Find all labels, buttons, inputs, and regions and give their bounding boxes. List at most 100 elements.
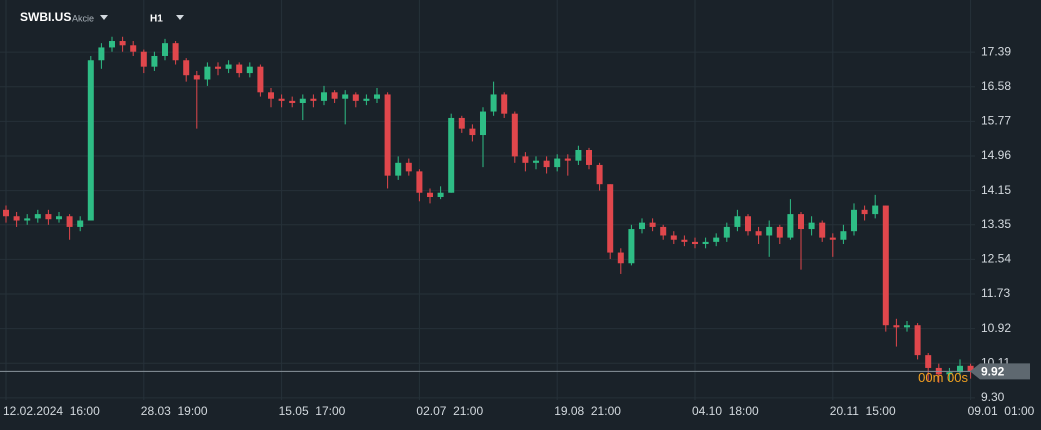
candle-body [522, 156, 529, 163]
y-tick-label: 15.77 [981, 114, 1011, 128]
candle-body [511, 113, 518, 157]
candle-body [257, 66, 264, 93]
candle-body [427, 192, 433, 198]
timeframe[interactable]: H1 [150, 14, 163, 25]
symbol[interactable]: SWBI.US [20, 10, 71, 24]
y-tick-label: 16.58 [981, 79, 1011, 93]
candle-body [246, 66, 253, 74]
candle-body [109, 41, 115, 48]
candle-body [681, 239, 688, 242]
candle-body [204, 66, 211, 80]
candle-body [310, 98, 317, 101]
candle-body [34, 214, 41, 219]
candle-body [66, 216, 73, 227]
asset-class: Akcie [72, 13, 94, 23]
candle-body [172, 43, 179, 61]
candle-body [957, 365, 963, 373]
candle-body [596, 164, 603, 185]
candle-body [13, 216, 20, 221]
candle-body [893, 325, 900, 328]
x-tick-label: 20.11 15:00 [830, 404, 896, 418]
candle-body [776, 226, 783, 238]
candle-body [405, 162, 412, 172]
candle-body [45, 214, 52, 220]
candle-body [946, 372, 953, 375]
candle-body [798, 214, 804, 230]
y-tick-label: 17.39 [981, 44, 1011, 58]
candle-body [225, 64, 232, 69]
x-tick-label: 04.10 18:00 [692, 404, 759, 418]
y-tick-label: 14.15 [981, 183, 1011, 197]
candle-body [660, 226, 667, 236]
candle-body [416, 171, 423, 193]
candle-body [586, 150, 592, 165]
candle-body [278, 98, 285, 101]
candle-body [268, 92, 274, 99]
candle-body [734, 216, 741, 227]
candle-body [533, 160, 539, 163]
candle-body [501, 94, 508, 114]
candle-body [119, 41, 126, 46]
y-tick-label: 9.30 [981, 390, 1005, 404]
y-tick-label: 14.96 [981, 148, 1011, 162]
candle-body [639, 222, 645, 230]
y-tick-label: 12.54 [981, 252, 1011, 266]
candle-body [299, 98, 306, 103]
candle-body [162, 43, 168, 56]
candle-body [628, 229, 635, 264]
candle-body [384, 94, 391, 176]
candle-body [766, 226, 773, 236]
x-tick-label: 12.02.2024 16:00 [3, 404, 100, 418]
candle-body [755, 231, 762, 236]
candle-body [713, 237, 720, 242]
candle-body [469, 128, 476, 136]
candle-body [140, 51, 147, 67]
candle-body [480, 111, 486, 136]
candle-body [437, 192, 444, 198]
candle-body [904, 325, 910, 328]
candle-body [829, 237, 836, 240]
candle-body [851, 209, 857, 232]
candle-body [321, 92, 327, 101]
candle-body [183, 60, 190, 76]
candle-body [564, 158, 571, 161]
candle-body [745, 216, 751, 232]
candle-body [575, 150, 582, 161]
candle-body [342, 94, 349, 99]
candle-body [702, 241, 709, 245]
x-tick-label: 15.05 17:00 [279, 404, 346, 418]
candle-body [967, 365, 974, 372]
x-tick-label: 19.08 21:00 [554, 404, 621, 418]
candle-body [151, 55, 158, 67]
candle-body [87, 60, 94, 221]
candle-body [554, 158, 561, 168]
candle-body [840, 231, 847, 240]
candle-body [882, 205, 889, 326]
last-price-label: 9.92 [981, 365, 1005, 379]
candle-body [670, 235, 677, 240]
candle-body [98, 47, 105, 61]
candle-body [289, 100, 296, 103]
candle-body [130, 45, 137, 52]
candle-body [458, 117, 465, 129]
candle-body [374, 94, 380, 99]
candle-body [215, 66, 221, 69]
candle-body [363, 98, 370, 101]
candle-body [872, 205, 879, 215]
candle-body [787, 214, 794, 238]
symbol-dropdown[interactable] [100, 15, 108, 20]
candle-body [77, 220, 84, 227]
last-price-marker [970, 363, 1030, 380]
candle-body [56, 216, 62, 220]
candle-body [925, 355, 932, 368]
candle-body [448, 117, 455, 193]
x-tick-label: 28.03 19:00 [141, 404, 208, 418]
y-tick-label: 13.35 [981, 217, 1011, 231]
candle-body [193, 75, 200, 80]
candle-body [331, 92, 338, 99]
timeframe-dropdown[interactable] [176, 15, 184, 20]
x-tick-label: 09.01 01:00 [968, 404, 1035, 418]
y-tick-label: 10.92 [981, 321, 1011, 335]
